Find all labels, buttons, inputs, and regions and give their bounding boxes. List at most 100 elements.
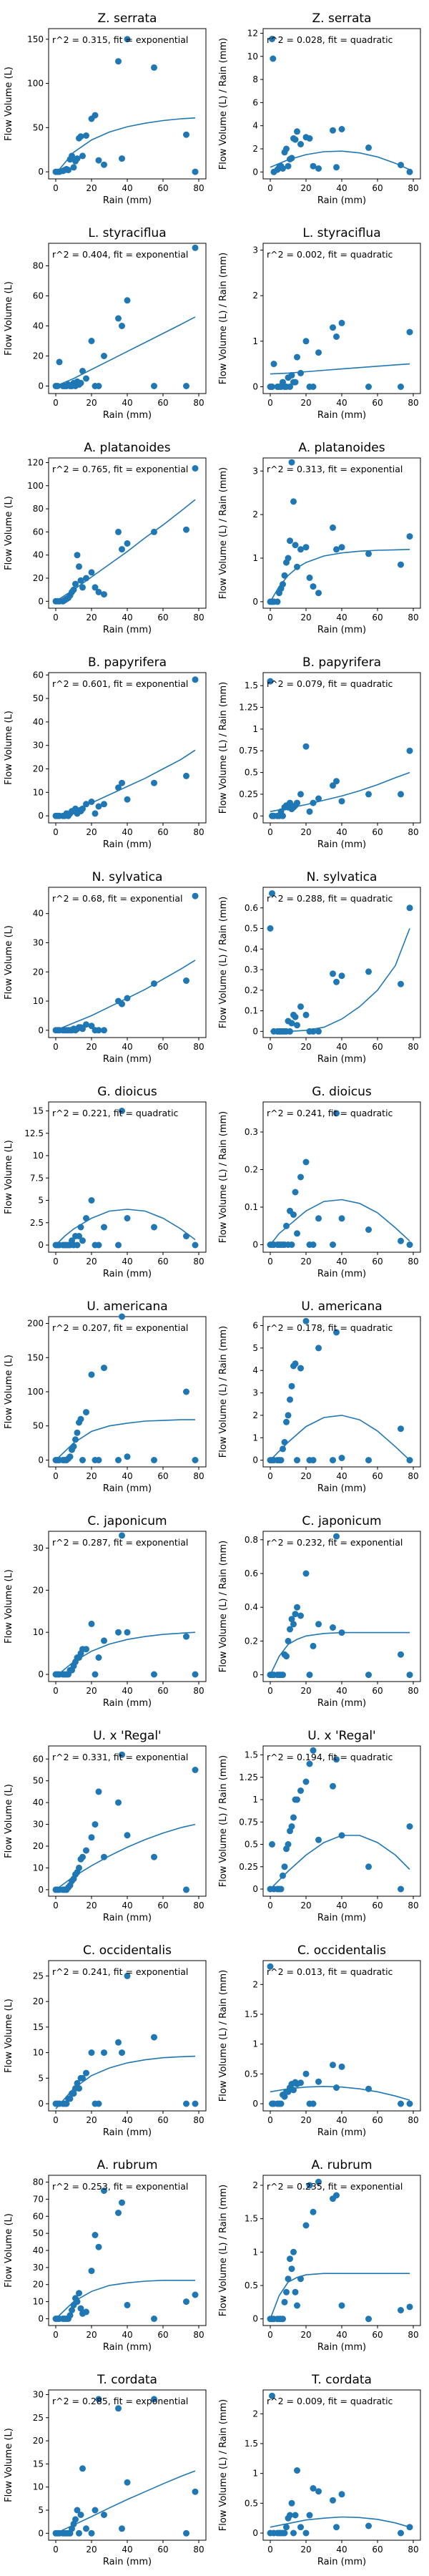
data-point	[95, 2100, 102, 2107]
x-tick-label: 0	[53, 1257, 59, 1267]
subplot-19: C. occidentalis 0 20 40 60 80 0 5 10 15 20 25 Rain (…	[4, 1943, 207, 2138]
data-point	[192, 1457, 199, 1463]
subplot-23: T. cordata 0 20 40 60 80 0 5 10 15 20 25 30 Rain (mm)…	[4, 2373, 207, 2567]
y-tick-label: 50	[33, 122, 44, 132]
data-point	[101, 801, 107, 808]
chart-title: C. japonicum	[302, 1514, 381, 1528]
data-point	[92, 112, 99, 119]
data-point	[124, 540, 131, 547]
data-point	[297, 1612, 304, 1619]
x-tick-label: 60	[157, 2545, 168, 2555]
y-tick-label: 5	[38, 2505, 44, 2515]
x-tick-label: 0	[53, 1901, 59, 1911]
x-axis-label: Rain (mm)	[317, 1054, 366, 1065]
x-tick-label: 60	[157, 827, 168, 837]
x-tick-label: 80	[408, 2115, 418, 2125]
y-tick-label: 1	[252, 1433, 258, 1443]
y-axis-label: Flow Volume (L)	[4, 2213, 14, 2288]
x-tick-label: 80	[193, 1686, 204, 1696]
x-tick-label: 80	[193, 2115, 204, 2125]
y-tick-label: 80	[33, 261, 44, 271]
data-point	[124, 1629, 131, 1636]
x-tick-label: 20	[300, 1471, 311, 1481]
data-point	[95, 1457, 102, 1463]
data-point	[310, 1028, 317, 1035]
fit-line	[55, 960, 196, 1031]
data-point	[310, 1642, 317, 1649]
x-tick-label: 60	[157, 1901, 168, 1911]
data-point	[277, 1457, 285, 1464]
data-point	[269, 1841, 275, 1848]
data-point	[290, 2087, 297, 2094]
y-tick-label: 5	[38, 1196, 44, 1206]
y-tick-label: 1.5	[245, 2214, 258, 2224]
data-point	[77, 1224, 84, 1231]
x-tick-label: 60	[157, 2115, 168, 2125]
y-axis-label: Flow Volume (L) / Rain (mm)	[218, 682, 229, 814]
x-tick-label: 40	[122, 1042, 132, 1052]
fit-annotation: r^2 = 0.331, fit = exponential	[52, 1752, 188, 1762]
data-point	[88, 338, 95, 344]
x-tick-label: 0	[53, 2115, 59, 2125]
data-point	[315, 1345, 322, 1352]
data-point	[294, 2302, 300, 2309]
y-tick-label: 0	[38, 811, 44, 821]
data-point	[290, 2248, 297, 2255]
data-point	[88, 1197, 95, 1204]
fit-annotation: r^2 = 0.253, fit = exponential	[52, 2181, 188, 2192]
data-point	[315, 1028, 322, 1035]
y-tick-label: 20	[33, 351, 44, 361]
y-tick-label: 20	[33, 2280, 44, 2290]
y-tick-label: 0.75	[239, 1817, 258, 1827]
x-tick-label: 20	[300, 398, 311, 408]
plot-frame	[262, 457, 421, 609]
x-axis-label: Rain (mm)	[103, 1698, 152, 1709]
data-point	[406, 1457, 413, 1464]
data-point	[406, 904, 413, 912]
y-axis-label: Flow Volume (L) / Rain (mm)	[218, 2399, 229, 2532]
data-point	[288, 372, 295, 379]
fit-line	[270, 1631, 410, 1675]
data-point	[119, 323, 125, 329]
data-point	[315, 2488, 322, 2495]
x-tick-label: 0	[267, 1042, 273, 1052]
y-tick-label: 0.5	[245, 2280, 258, 2290]
y-tick-label: 1	[252, 2247, 258, 2257]
chart-title: B. papyrifera	[88, 655, 167, 670]
data-point	[338, 544, 345, 551]
fit-line	[55, 117, 196, 175]
data-point	[333, 2084, 340, 2091]
data-point	[297, 546, 304, 553]
data-point	[280, 1445, 286, 1453]
data-point	[333, 164, 340, 171]
data-point	[406, 1672, 413, 1679]
y-axis-label: Flow Volume (L) / Rain (mm)	[218, 1541, 229, 1673]
y-tick-label: 0	[252, 2528, 258, 2538]
data-point	[183, 977, 189, 984]
x-tick-label: 0	[53, 1471, 59, 1481]
data-point	[294, 563, 300, 570]
data-point	[63, 2100, 70, 2107]
fit-line	[55, 316, 196, 387]
plot-frame	[262, 243, 421, 394]
x-tick-label: 0	[267, 398, 273, 408]
data-point	[294, 1022, 300, 1029]
x-tick-label: 80	[408, 613, 418, 623]
data-point	[115, 784, 122, 791]
data-point	[79, 1853, 86, 1860]
y-tick-label: 1.25	[239, 703, 258, 713]
data-point	[365, 1863, 372, 1870]
y-tick-label: 0	[38, 2099, 44, 2109]
y-tick-label: 10	[33, 1627, 44, 1637]
data-point	[151, 64, 157, 71]
y-tick-label: 1	[252, 2039, 258, 2049]
y-tick-label: 0	[38, 1025, 44, 1035]
data-point	[398, 384, 404, 390]
y-tick-label: 10	[33, 787, 44, 797]
y-tick-label: 0.1	[245, 1202, 258, 1212]
data-point	[333, 1533, 340, 1540]
data-point	[65, 167, 72, 174]
data-point	[76, 1864, 82, 1871]
x-tick-label: 40	[122, 1686, 132, 1696]
y-tick-label: 0.2	[245, 1165, 258, 1175]
